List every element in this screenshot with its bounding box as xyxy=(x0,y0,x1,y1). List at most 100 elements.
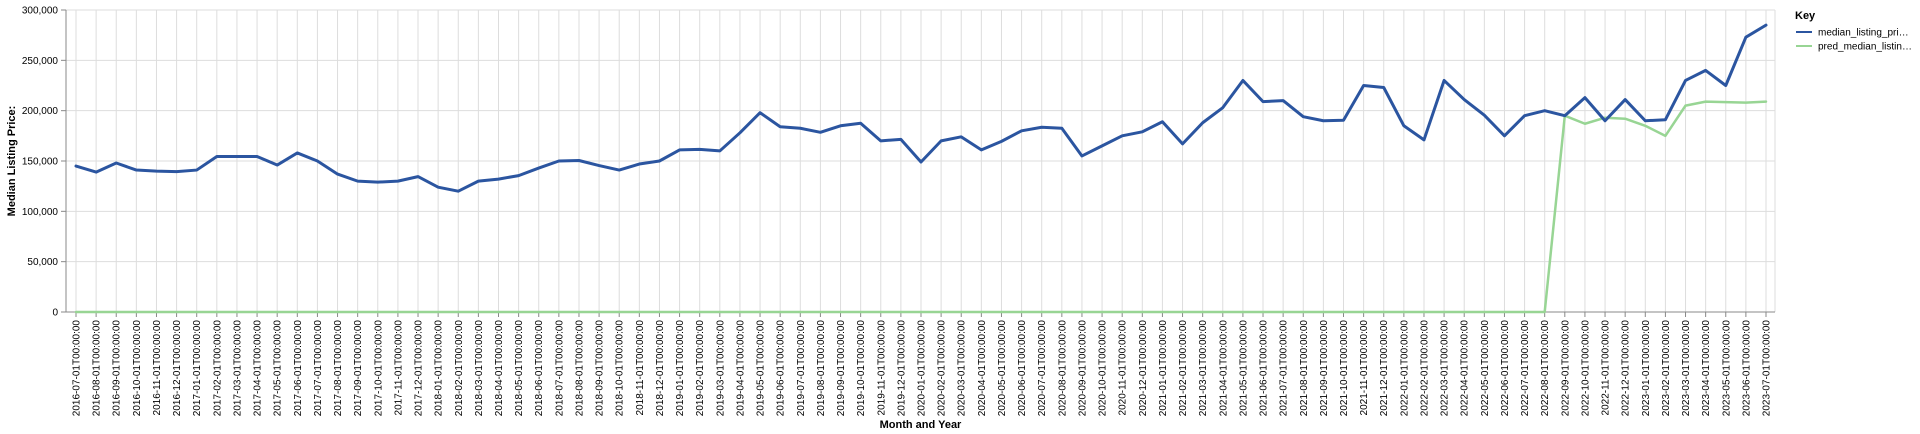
x-tick-label: 2021-04-01T00:00:00 xyxy=(1218,320,1229,417)
x-tick-label: 2017-02-01T00:00:00 xyxy=(212,320,223,417)
x-tick-label: 2018-03-01T00:00:00 xyxy=(474,320,485,417)
x-tick-label: 2019-05-01T00:00:00 xyxy=(756,320,767,417)
x-tick-label: 2018-06-01T00:00:00 xyxy=(534,320,545,417)
y-tick-label: 200,000 xyxy=(22,106,59,117)
x-tick-label: 2018-08-01T00:00:00 xyxy=(574,320,585,417)
x-tick-label: 2017-07-01T00:00:00 xyxy=(313,320,324,417)
series-line-predicted xyxy=(74,100,1768,314)
x-tick-label: 2021-01-01T00:00:00 xyxy=(1158,320,1169,417)
x-tick-label: 2019-12-01T00:00:00 xyxy=(896,320,907,417)
x-tick-label: 2017-11-01T00:00:00 xyxy=(393,320,404,416)
y-tick-label: 50,000 xyxy=(27,257,58,268)
x-tick-label: 2017-08-01T00:00:00 xyxy=(333,320,344,417)
y-tick-label: 250,000 xyxy=(22,56,59,67)
x-tick-label: 2023-04-01T00:00:00 xyxy=(1701,320,1712,417)
x-tick-label: 2022-07-01T00:00:00 xyxy=(1520,320,1531,417)
x-tick-label: 2019-08-01T00:00:00 xyxy=(816,320,827,417)
x-tick-label: 2023-07-01T00:00:00 xyxy=(1762,320,1773,417)
x-tick-label: 2020-02-01T00:00:00 xyxy=(937,320,948,417)
x-tick-label: 2021-10-01T00:00:00 xyxy=(1339,320,1350,417)
x-tick-label: 2016-10-01T00:00:00 xyxy=(132,320,143,417)
x-tick-label: 2020-06-01T00:00:00 xyxy=(1017,320,1028,417)
x-tick-label: 2018-11-01T00:00:00 xyxy=(635,320,646,416)
y-axis-title: Median Listing Price: xyxy=(6,106,18,217)
x-tick-label: 2020-03-01T00:00:00 xyxy=(957,320,968,417)
x-tick-label: 2018-10-01T00:00:00 xyxy=(615,320,626,417)
x-tick-label: 2022-10-01T00:00:00 xyxy=(1580,320,1591,417)
x-tick-label: 2018-09-01T00:00:00 xyxy=(595,320,606,417)
grid xyxy=(66,9,1776,313)
x-tick-label: 2023-03-01T00:00:00 xyxy=(1681,320,1692,417)
x-tick-label: 2019-11-01T00:00:00 xyxy=(876,320,887,416)
x-tick-label: 2017-10-01T00:00:00 xyxy=(373,320,384,417)
x-tick-label: 2022-11-01T00:00:00 xyxy=(1601,320,1612,416)
x-tick-label: 2018-12-01T00:00:00 xyxy=(655,320,666,417)
x-tick-label: 2022-09-01T00:00:00 xyxy=(1560,320,1571,417)
x-tick-label: 2019-10-01T00:00:00 xyxy=(856,320,867,417)
x-tick-label: 2022-02-01T00:00:00 xyxy=(1419,320,1430,417)
x-tick-label: 2016-09-01T00:00:00 xyxy=(112,320,123,417)
x-tick-label: 2016-11-01T00:00:00 xyxy=(152,320,163,416)
x-tick-label: 2021-06-01T00:00:00 xyxy=(1259,320,1270,417)
x-tick-label: 2018-01-01T00:00:00 xyxy=(434,320,445,417)
x-tick-label: 2020-12-01T00:00:00 xyxy=(1138,320,1149,417)
y-tick-label: 100,000 xyxy=(22,207,59,218)
x-tick-label: 2019-02-01T00:00:00 xyxy=(695,320,706,417)
x-tick-label: 2017-01-01T00:00:00 xyxy=(192,320,203,417)
x-tick-label: 2017-06-01T00:00:00 xyxy=(293,320,304,417)
x-tick-label: 2020-01-01T00:00:00 xyxy=(917,320,928,417)
x-tick-label: 2023-01-01T00:00:00 xyxy=(1641,320,1652,417)
x-tick-label: 2021-05-01T00:00:00 xyxy=(1238,320,1249,417)
x-tick-label: 2017-05-01T00:00:00 xyxy=(273,320,284,417)
x-tick-label: 2020-10-01T00:00:00 xyxy=(1098,320,1109,417)
x-tick-label: 2017-04-01T00:00:00 xyxy=(253,320,264,417)
x-tick-label: 2016-07-01T00:00:00 xyxy=(72,320,83,417)
x-tick-label: 2021-03-01T00:00:00 xyxy=(1198,320,1209,417)
x-tick-label: 2018-04-01T00:00:00 xyxy=(494,320,505,417)
x-tick-label: 2023-05-01T00:00:00 xyxy=(1721,320,1732,417)
legend-label: median_listing_pri… xyxy=(1818,28,1909,39)
x-tick-label: 2019-04-01T00:00:00 xyxy=(735,320,746,417)
x-tick-label: 2022-06-01T00:00:00 xyxy=(1500,320,1511,417)
y-tick-label: 0 xyxy=(52,308,58,319)
x-tick-label: 2019-06-01T00:00:00 xyxy=(776,320,787,417)
x-tick-label: 2018-02-01T00:00:00 xyxy=(454,320,465,417)
x-tick-label: 2022-01-01T00:00:00 xyxy=(1399,320,1410,417)
x-tick-label: 2019-03-01T00:00:00 xyxy=(715,320,726,417)
x-tick-label: 2022-08-01T00:00:00 xyxy=(1540,320,1551,417)
x-axis-title: Month and Year xyxy=(880,419,962,431)
x-tick-label: 2021-12-01T00:00:00 xyxy=(1379,320,1390,417)
x-tick-label: 2016-08-01T00:00:00 xyxy=(92,320,103,417)
x-axis: 2016-07-01T00:00:00 2016-08-01T00:00:00 20… xyxy=(66,311,1775,417)
x-tick-label: 2017-12-01T00:00:00 xyxy=(414,320,425,417)
x-tick-label: 2017-09-01T00:00:00 xyxy=(353,320,364,417)
legend: Key median_listing_pri… pred_median_listi… xyxy=(1795,10,1912,53)
y-axis: 0 50,000 100,000 150,000 200,000 250,000 300,0… xyxy=(22,6,67,319)
x-tick-label: 2016-12-01T00:00:00 xyxy=(172,320,183,417)
x-tick-label: 2020-05-01T00:00:00 xyxy=(997,320,1008,417)
x-tick-label: 2020-07-01T00:00:00 xyxy=(1037,320,1048,417)
x-tick-label: 2022-04-01T00:00:00 xyxy=(1460,320,1471,417)
series-line-actual xyxy=(74,23,1768,193)
x-tick-label: 2019-01-01T00:00:00 xyxy=(675,320,686,417)
x-tick-label: 2021-08-01T00:00:00 xyxy=(1299,320,1310,417)
x-tick-label: 2019-07-01T00:00:00 xyxy=(796,320,807,417)
x-tick-label: 2018-07-01T00:00:00 xyxy=(554,320,565,417)
x-tick-label: 2021-07-01T00:00:00 xyxy=(1279,320,1290,417)
x-tick-label: 2017-03-01T00:00:00 xyxy=(232,320,243,417)
x-tick-label: 2021-09-01T00:00:00 xyxy=(1319,320,1330,417)
legend-label: pred_median_listin… xyxy=(1818,42,1912,53)
x-tick-label: 2022-03-01T00:00:00 xyxy=(1440,320,1451,417)
y-tick-label: 300,000 xyxy=(22,6,59,17)
x-tick-label: 2022-12-01T00:00:00 xyxy=(1621,320,1632,417)
x-tick-label: 2019-09-01T00:00:00 xyxy=(836,320,847,417)
y-tick-label: 150,000 xyxy=(22,157,59,168)
x-tick-label: 2020-04-01T00:00:00 xyxy=(977,320,988,417)
x-tick-label: 2020-11-01T00:00:00 xyxy=(1118,320,1129,416)
x-tick-label: 2021-11-01T00:00:00 xyxy=(1359,320,1370,416)
x-tick-label: 2020-09-01T00:00:00 xyxy=(1077,320,1088,417)
x-tick-label: 2018-05-01T00:00:00 xyxy=(514,320,525,417)
x-tick-label: 2023-06-01T00:00:00 xyxy=(1741,320,1752,417)
series-lines xyxy=(74,23,1768,314)
